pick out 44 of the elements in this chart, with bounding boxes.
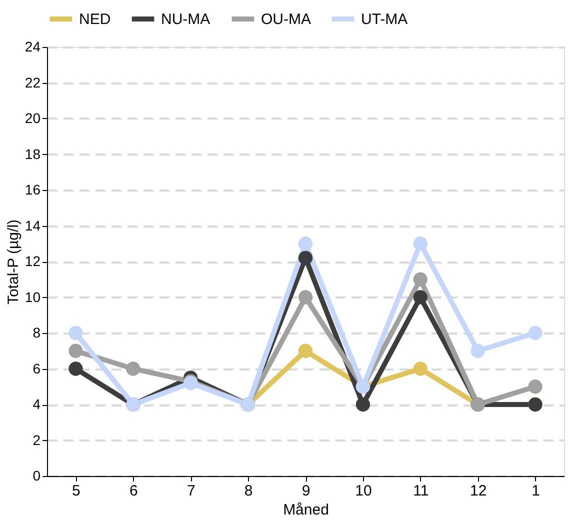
point <box>298 250 313 265</box>
legend-label: NU-MA <box>161 11 210 28</box>
point <box>68 326 83 340</box>
x-tick-label: 1 <box>532 482 540 500</box>
y-tick-label: 18 <box>24 146 41 162</box>
y-tick-label: 22 <box>24 74 41 90</box>
y-tick-label: 20 <box>24 110 41 126</box>
legend-label: NED <box>79 11 111 28</box>
point <box>413 236 428 251</box>
x-tick-label: 8 <box>244 482 253 500</box>
y-tick-label: 10 <box>24 288 41 305</box>
point <box>68 344 83 358</box>
point <box>298 344 313 358</box>
y-tick-label: 24 <box>24 38 41 54</box>
point <box>528 380 542 394</box>
legend-label: UT-MA <box>361 11 408 28</box>
x-tick-label: 6 <box>129 482 138 500</box>
x-axis-title: Måned <box>283 502 329 518</box>
legend-label: OU-MA <box>261 11 311 28</box>
y-tick-label: 0 <box>32 468 41 484</box>
point <box>126 362 140 376</box>
point <box>413 362 428 376</box>
point <box>356 397 370 412</box>
x-tick-label: 12 <box>470 482 487 500</box>
y-tick-label: 16 <box>24 182 41 198</box>
y-tick-label: 2 <box>32 432 41 448</box>
y-tick-label: 4 <box>32 396 41 412</box>
x-tick-label: 9 <box>302 482 310 500</box>
x-tick-label: 7 <box>186 482 196 500</box>
x-tick-label: 5 <box>72 482 80 500</box>
y-tick-label: 14 <box>24 217 41 234</box>
point <box>528 326 542 340</box>
point <box>413 272 428 286</box>
point <box>68 362 83 376</box>
y-axis-title: Total-P (µg/l) <box>4 219 22 305</box>
point <box>470 344 485 358</box>
y-tick-label: 6 <box>32 360 41 376</box>
x-tick-label: 11 <box>413 482 429 500</box>
y-tick-label: 8 <box>32 324 41 340</box>
y-tick-label: 12 <box>24 253 41 269</box>
point <box>298 290 313 304</box>
point <box>413 290 428 304</box>
point <box>298 236 313 251</box>
x-tick-label: 10 <box>355 482 372 500</box>
